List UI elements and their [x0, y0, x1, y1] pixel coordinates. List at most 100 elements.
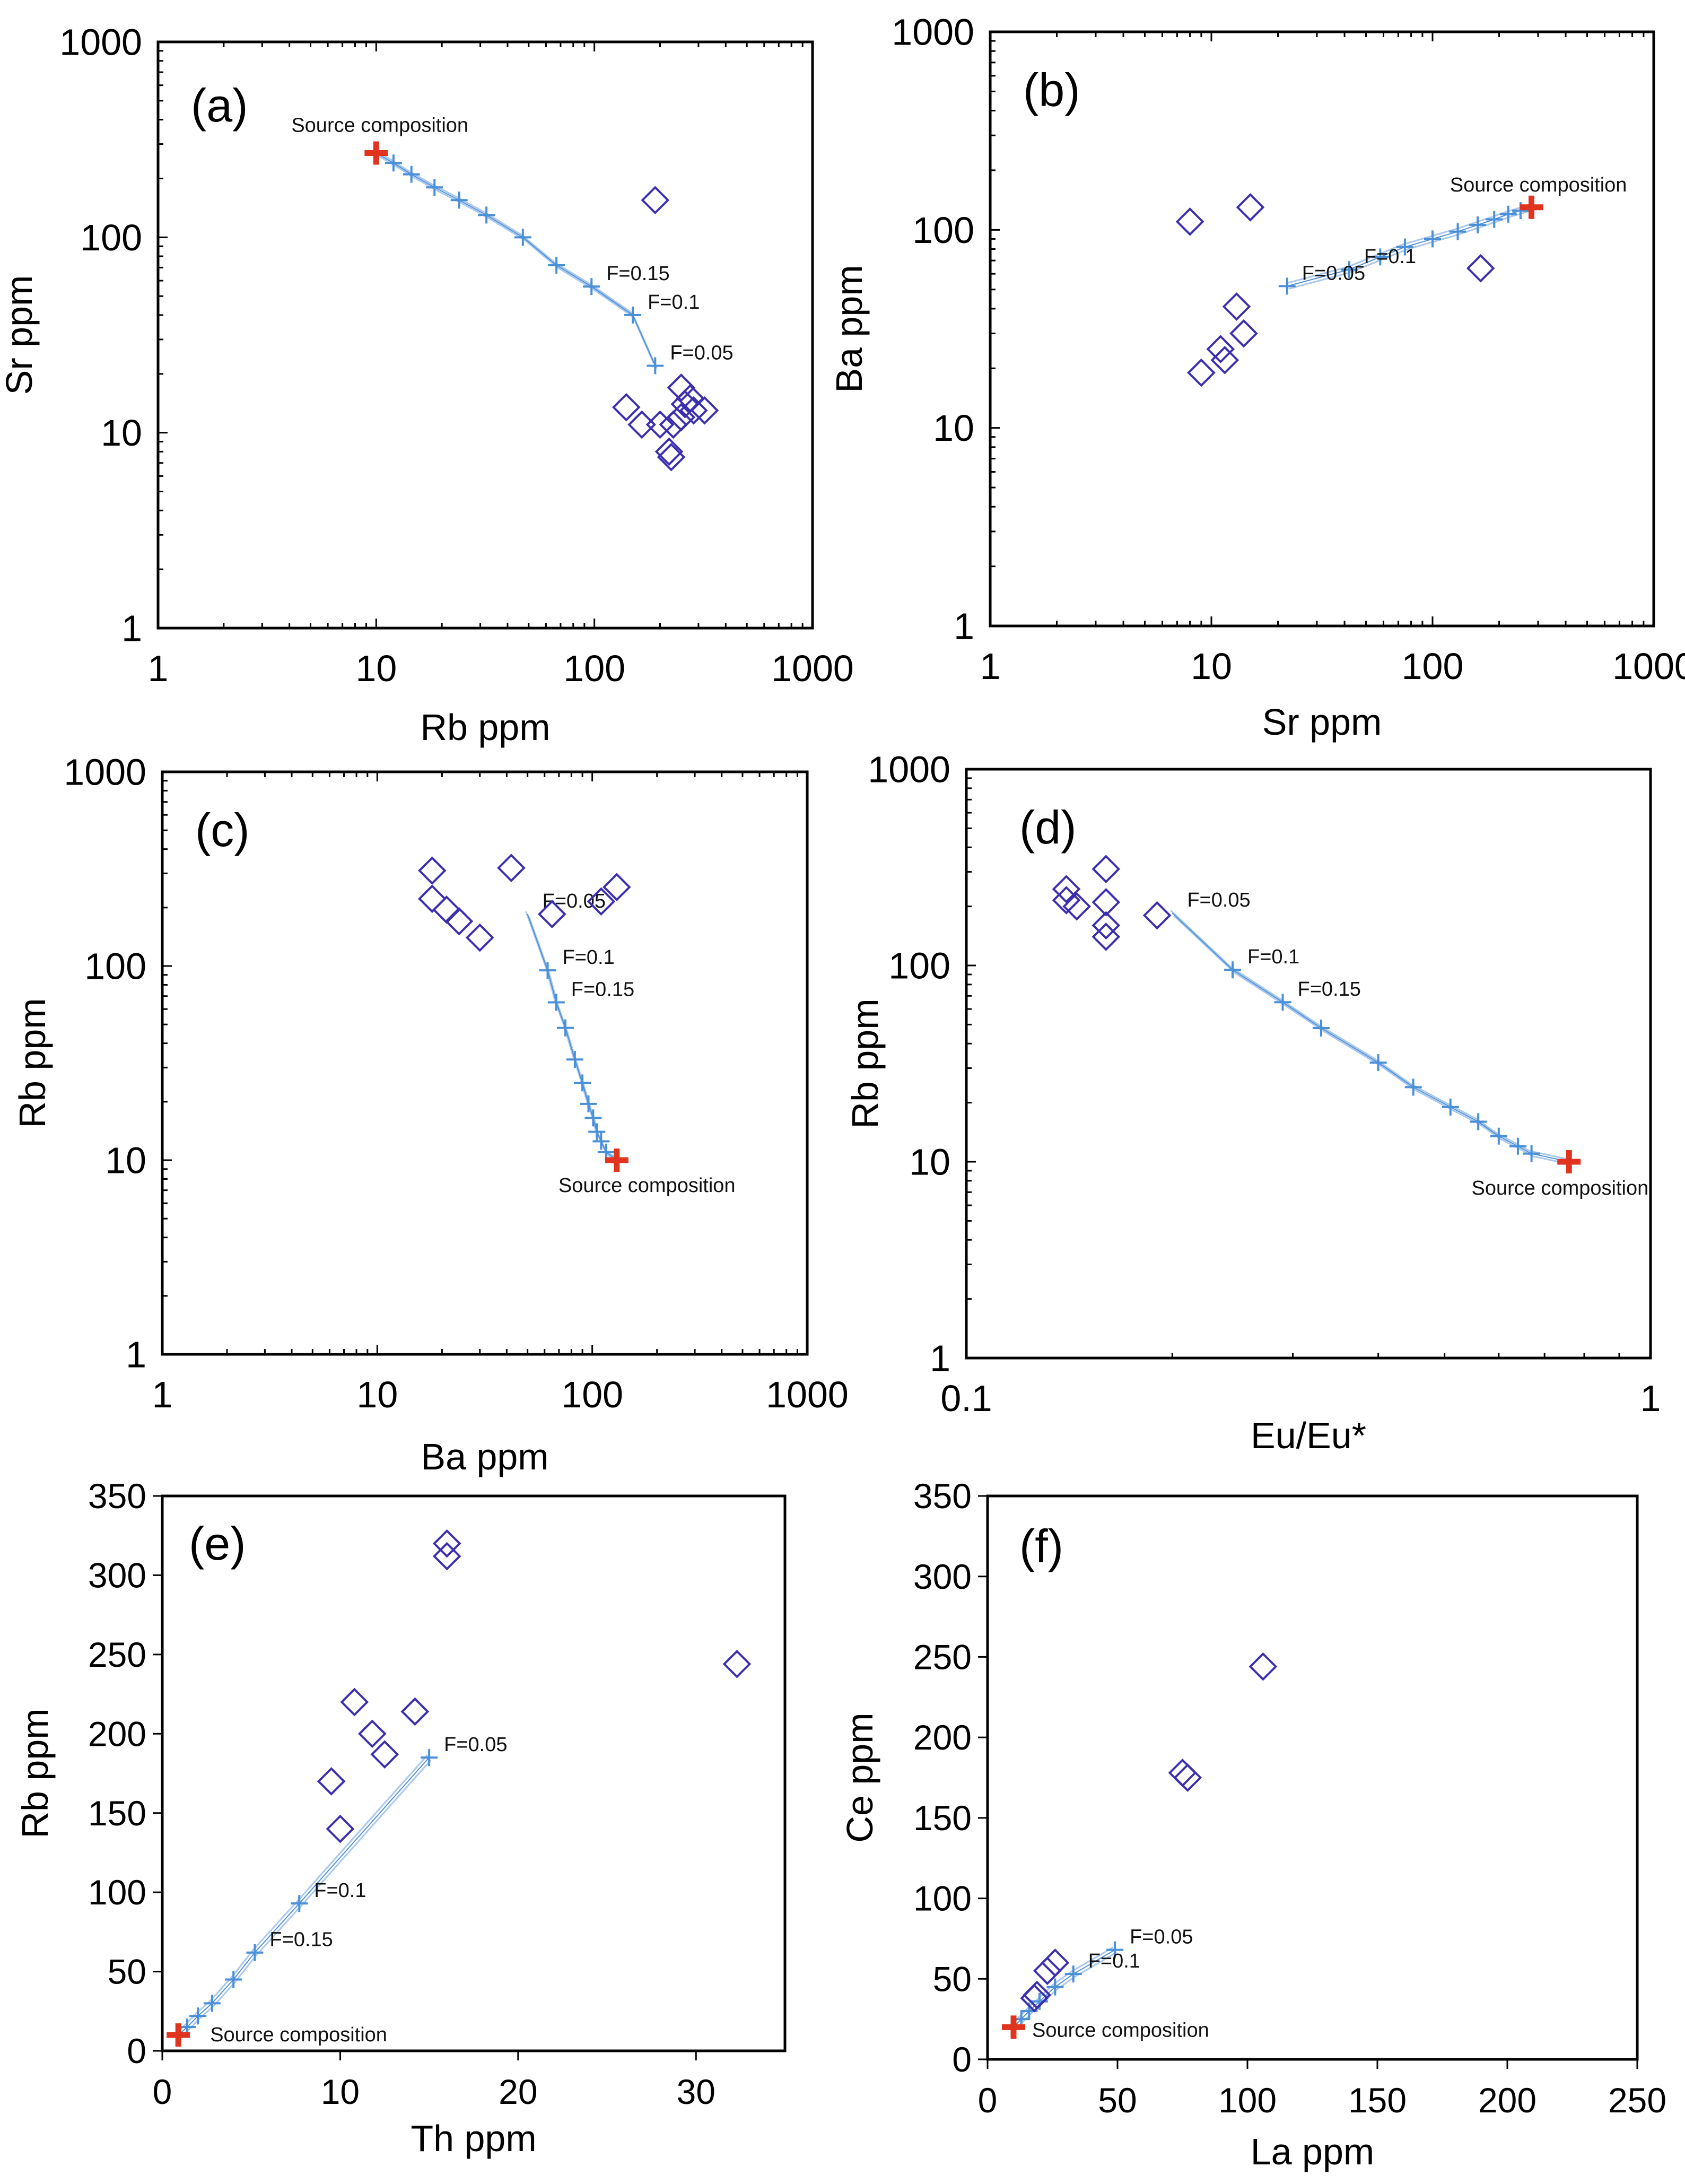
panel-label: (d)	[1019, 801, 1077, 854]
sample-point	[1222, 292, 1251, 321]
model-curve-point	[557, 1019, 574, 1037]
f-label: F=0.05	[1187, 889, 1250, 911]
x-tick-label: 1000	[1612, 646, 1685, 687]
f-label: F=0.05	[670, 342, 733, 364]
x-tick-label: 250	[1608, 2081, 1666, 2120]
x-axis-label: La ppm	[1251, 2131, 1374, 2172]
plot-frame	[161, 770, 809, 1356]
sample-point	[1092, 911, 1121, 940]
sample-point	[676, 384, 705, 413]
model-curve-point	[1424, 230, 1441, 248]
model-curve-point	[1312, 1019, 1330, 1037]
model-curve-point	[592, 1133, 610, 1150]
y-tick-label: 250	[913, 1638, 972, 1677]
y-tick-label: 1	[930, 1338, 950, 1379]
f-label: F=0.05	[1130, 1926, 1193, 1948]
panel-b: 1 10 100 1000 1 10 100 1000 Sr ppm Ba ppm (b) F=0.1…	[828, 12, 1685, 743]
model-curve-line	[377, 155, 658, 369]
model-curve-point	[548, 256, 565, 274]
x-axis-label: Rb ppm	[420, 707, 550, 748]
sample-point	[400, 1697, 430, 1726]
x-tick-label: 0	[978, 2081, 998, 2120]
y-tick-label: 300	[88, 1556, 146, 1595]
x-tick-label: 50	[1098, 2081, 1137, 2120]
x-tick-label: 10	[356, 1374, 398, 1415]
plot-frame	[965, 768, 1652, 1360]
sample-point	[587, 887, 616, 916]
model-curve-point	[647, 357, 664, 375]
model-curve-point	[225, 1971, 242, 1988]
y-tick-label: 300	[913, 1557, 972, 1596]
model-curve-point	[1490, 1127, 1507, 1145]
x-tick-label: 100	[563, 648, 625, 689]
source-composition-marker	[1520, 195, 1543, 219]
model-curve-line	[1285, 204, 1530, 284]
model-curve-point	[1404, 1078, 1422, 1096]
model-curve-point	[1469, 216, 1487, 233]
sample-point	[722, 1649, 752, 1678]
y-tick-label: 1	[121, 608, 142, 649]
x-tick-label: 1	[1640, 1378, 1661, 1419]
model-curve-point	[421, 1749, 438, 1767]
x-tick-label: 1	[152, 1374, 173, 1415]
y-tick-label: 100	[80, 217, 142, 258]
sample-point	[690, 396, 719, 425]
source-composition-label: Source composition	[291, 114, 468, 136]
y-tick-label: 350	[913, 1476, 972, 1516]
model-curve-point	[426, 179, 443, 196]
y-axis-label: Ce ppm	[839, 1712, 880, 1842]
source-composition-marker	[605, 1148, 628, 1172]
y-tick-label: 200	[913, 1718, 972, 1757]
sample-point	[1052, 875, 1081, 903]
sample-point	[432, 895, 461, 924]
sample-point	[1466, 254, 1495, 283]
sample-point	[1249, 1652, 1278, 1681]
model-curve-point	[514, 229, 531, 246]
model-curve-point	[588, 1123, 606, 1141]
sample-point	[326, 1814, 355, 1843]
sample-point	[667, 373, 696, 402]
f-label: F=0.15	[1297, 978, 1360, 1000]
x-tick-label: 1	[148, 648, 169, 689]
panel-label: (a)	[191, 79, 248, 132]
model-curve-point	[478, 206, 495, 224]
model-curve-line	[1170, 910, 1568, 1160]
model-curve-point	[1278, 277, 1296, 295]
sample-point	[1041, 1948, 1070, 1977]
model-curve-point	[1523, 1145, 1540, 1162]
model-curve-point	[1486, 211, 1503, 228]
model-curve-line	[374, 150, 654, 364]
f-label: F=0.15	[606, 263, 669, 285]
f-label: F=0.1	[314, 1880, 366, 1902]
panel-label: (b)	[1023, 64, 1080, 116]
model-curve-line	[376, 152, 656, 366]
x-tick-label: 20	[499, 2072, 537, 2111]
y-axis-label: Rb ppm	[844, 998, 886, 1128]
y-tick-label: 150	[913, 1798, 972, 1838]
x-axis-label: Ba ppm	[421, 1436, 548, 1477]
sample-point	[659, 410, 688, 439]
x-tick-label: 1000	[766, 1374, 849, 1415]
sample-point	[654, 437, 684, 466]
y-tick-label: 150	[88, 1794, 146, 1833]
model-curve-point	[1064, 1965, 1082, 1983]
x-axis-label: Sr ppm	[1262, 701, 1382, 743]
y-tick-label: 100	[912, 210, 974, 251]
f-label: F=0.05	[1302, 262, 1365, 284]
y-tick-label: 350	[88, 1476, 146, 1516]
y-tick-label: 50	[108, 1952, 146, 1991]
sample-point	[465, 923, 494, 952]
y-tick-label: 200	[88, 1714, 146, 1753]
model-curve-point	[189, 2007, 207, 2025]
model-curve-point	[291, 1895, 308, 1912]
sample-point	[417, 856, 447, 885]
sample-point	[679, 396, 708, 425]
sample-point	[612, 393, 641, 422]
y-tick-label: 250	[88, 1635, 146, 1674]
model-curve-point	[1499, 205, 1517, 223]
sample-point	[657, 442, 686, 472]
